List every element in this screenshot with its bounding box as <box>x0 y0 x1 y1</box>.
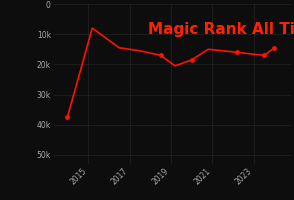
Text: Magic Rank All Time: Magic Rank All Time <box>148 22 294 37</box>
Text: Uranium Atom: Uranium Atom <box>87 0 291 1</box>
